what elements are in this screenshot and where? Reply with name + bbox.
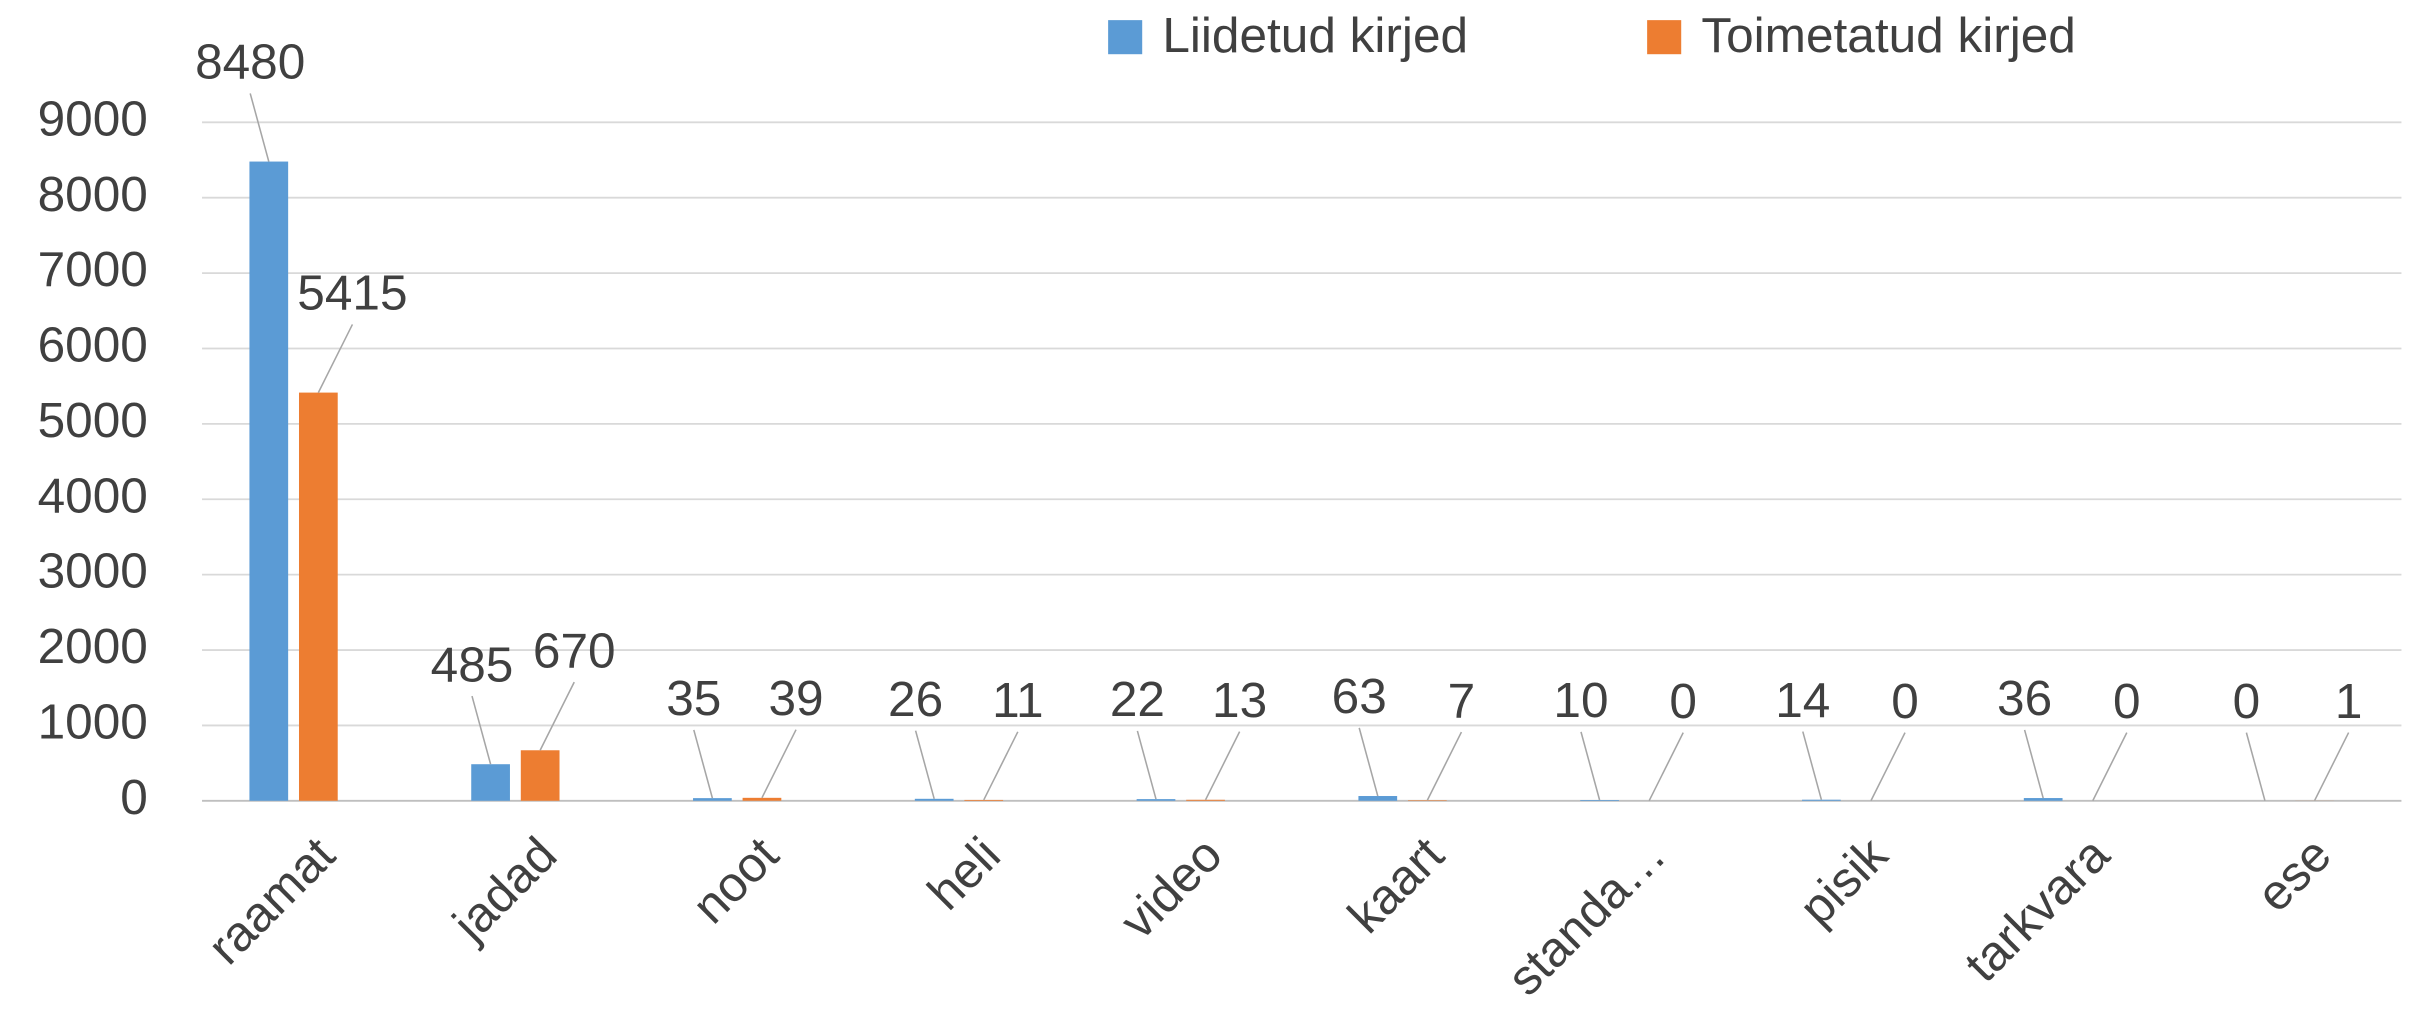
data-label: 1	[2335, 673, 2363, 729]
y-tick-label: 3000	[38, 543, 148, 599]
legend-swatch	[1647, 20, 1682, 55]
y-tick-label: 6000	[38, 317, 148, 373]
data-label: 39	[768, 670, 823, 726]
data-label: 11	[992, 672, 1043, 728]
x-tick-label: raamat	[197, 826, 346, 975]
leader-line	[2023, 729, 2044, 799]
leader-line	[1648, 732, 1684, 802]
leader-line	[1136, 730, 1157, 800]
leader-line	[761, 729, 797, 799]
data-label: 0	[2233, 673, 2261, 729]
leader-line	[983, 731, 1019, 801]
data-label: 0	[1891, 673, 1919, 729]
bar	[914, 798, 954, 801]
data-label: 0	[1669, 673, 1697, 729]
bar	[964, 799, 1004, 801]
data-label: 14	[1775, 672, 1830, 728]
leader-line	[1204, 731, 1241, 801]
data-label: 5415	[297, 265, 407, 321]
leader-line	[1426, 731, 1463, 801]
legend-swatch	[1108, 20, 1143, 55]
data-label: 63	[1332, 668, 1387, 724]
leader-line	[1870, 732, 1906, 802]
data-label: 670	[533, 622, 616, 678]
data-label: 36	[1997, 670, 2052, 726]
x-tick-label: tarkvara	[1954, 826, 2120, 992]
bar	[1136, 799, 1176, 801]
data-label: 7	[1448, 672, 1476, 728]
leader-line	[2245, 732, 2266, 801]
data-label: 10	[1553, 672, 1608, 728]
leader-line	[2313, 732, 2350, 802]
x-tick-label: noot	[681, 826, 789, 934]
bar	[1186, 799, 1225, 801]
x-tick-label: jadad	[441, 826, 568, 953]
leader-line	[2092, 732, 2128, 802]
y-tick-label: 8000	[38, 166, 148, 222]
y-tick-label: 0	[120, 769, 148, 825]
leader-line	[1580, 731, 1601, 801]
data-label: 8480	[195, 34, 305, 90]
bar	[1358, 796, 1398, 801]
data-label: 35	[666, 670, 721, 726]
bar	[249, 161, 289, 801]
legend-label: Liidetud kirjed	[1162, 7, 1468, 63]
data-label: 22	[1110, 671, 1165, 727]
data-label: 13	[1212, 672, 1267, 728]
bar	[520, 750, 560, 801]
x-tick-label: ese	[2246, 826, 2342, 922]
legend-label: Toimetatud kirjed	[1701, 7, 2076, 63]
data-label: 485	[431, 636, 514, 692]
x-tick-label: pisik	[1788, 826, 1898, 936]
bar	[2023, 798, 2063, 801]
y-tick-label: 1000	[38, 693, 148, 749]
x-tick-label: kaart	[1337, 826, 1455, 944]
data-label: 26	[888, 671, 943, 727]
x-tick-label: video	[1109, 826, 1232, 949]
leader-line	[471, 695, 492, 765]
y-tick-label: 9000	[38, 90, 148, 146]
leader-line	[693, 729, 714, 799]
bar	[1580, 800, 1619, 801]
bar	[742, 797, 782, 801]
leader-line	[539, 681, 575, 751]
leader-line	[914, 730, 935, 800]
y-tick-label: 2000	[38, 618, 148, 674]
x-tick-label: standa…	[1496, 826, 1676, 1006]
bar	[1802, 799, 1841, 801]
bar	[298, 392, 338, 801]
leader-line	[1802, 731, 1823, 800]
y-tick-label: 7000	[38, 241, 148, 297]
leader-line	[1358, 727, 1379, 797]
bar	[471, 764, 510, 801]
leader-line	[249, 93, 270, 162]
data-label: 0	[2113, 673, 2141, 729]
y-tick-label: 5000	[38, 392, 148, 448]
y-tick-label: 4000	[38, 467, 148, 523]
bar	[1407, 800, 1447, 801]
leader-line	[317, 324, 354, 393]
x-tick-label: heli	[917, 826, 1011, 920]
bar	[693, 798, 732, 801]
